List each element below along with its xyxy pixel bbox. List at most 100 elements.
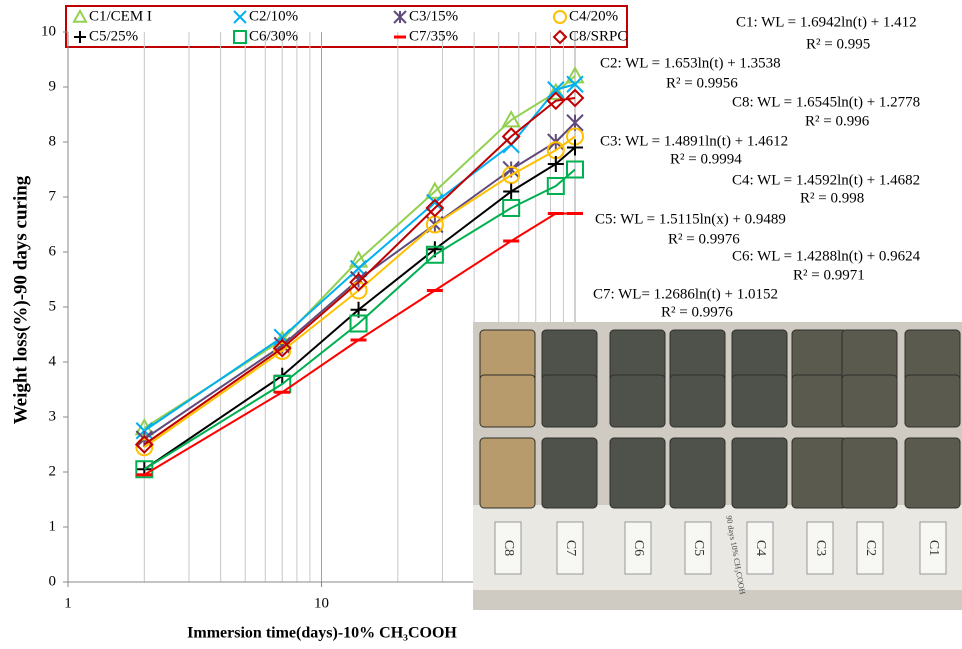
- legend-marker: [233, 30, 247, 44]
- legend-label: C2/10%: [249, 8, 298, 24]
- legend-label: C3/15%: [409, 8, 458, 24]
- marker: [349, 314, 368, 333]
- photo-tag: [806, 521, 834, 575]
- y-tick-label: 1: [49, 518, 57, 534]
- marker: [565, 65, 585, 84]
- y-tick-label: 7: [49, 188, 57, 204]
- y-tick-label: 8: [49, 133, 57, 149]
- legend-marker: [72, 8, 88, 23]
- marker: [135, 438, 154, 457]
- y-tick-label: 4: [49, 353, 57, 369]
- marker: [502, 166, 521, 184]
- y-tick-label: 9: [49, 78, 57, 94]
- trend-r2: R² = 0.9976: [668, 231, 740, 247]
- trend-r2: R² = 0.995: [806, 36, 870, 52]
- marker: [546, 82, 566, 100]
- trend-equation: C2: WL = 1.653ln(t) + 1.3538: [600, 55, 781, 71]
- marker: [349, 272, 368, 292]
- x-tick-label: 10: [314, 595, 329, 611]
- legend-marker: [553, 10, 567, 24]
- cube: [841, 437, 898, 509]
- cube: [904, 329, 961, 383]
- series-line: [143, 168, 576, 471]
- cube: [479, 329, 536, 383]
- cube: [669, 437, 726, 509]
- cube: [841, 329, 898, 383]
- marker: [547, 156, 564, 172]
- marker: [566, 75, 584, 93]
- cube: [791, 329, 848, 383]
- legend-label: C1/CEM I: [89, 8, 152, 24]
- marker: [425, 198, 445, 218]
- marker: [547, 81, 565, 99]
- photo-tag: [556, 521, 584, 575]
- y-tick-label: 2: [49, 463, 57, 479]
- trend-equation: C4: WL = 1.4592ln(t) + 1.4682: [732, 172, 920, 188]
- y-tick-label: 10: [41, 23, 56, 39]
- cube: [904, 437, 961, 509]
- photo-tag: [919, 521, 947, 575]
- marker: [425, 245, 444, 264]
- marker: [546, 177, 565, 195]
- legend-marker: [233, 10, 247, 24]
- marker: [501, 127, 521, 146]
- y-axis-title: Weight loss(%)-90 days curing: [10, 175, 31, 424]
- marker: [565, 88, 585, 108]
- cube: [609, 374, 666, 428]
- cube: [791, 437, 848, 509]
- photo-tag: [856, 521, 884, 575]
- legend-marker: [393, 10, 407, 24]
- x-axis-title: Immersion time(days)-10% CH₃COOH: [187, 625, 457, 642]
- trend-r2: R² = 0.9994: [670, 151, 742, 167]
- y-tick-label: 3: [49, 408, 57, 424]
- photo-label: C2: [863, 540, 878, 556]
- cube: [669, 329, 726, 383]
- legend-marker: [552, 29, 568, 45]
- marker: [567, 139, 583, 156]
- marker: [501, 109, 521, 128]
- photo-label: C1: [926, 540, 941, 556]
- cube: [669, 374, 726, 428]
- photo-label: C7: [563, 540, 578, 556]
- y-tick-label: 5: [49, 298, 57, 314]
- legend-label: C4/20%: [569, 8, 618, 24]
- photo-label: C5: [691, 540, 706, 556]
- cube: [791, 374, 848, 428]
- cube: [731, 329, 788, 383]
- trend-r2: R² = 0.9956: [666, 75, 738, 91]
- legend-label: C8/SRPC: [569, 28, 627, 44]
- y-tick-label: 6: [49, 243, 57, 259]
- marker: [502, 199, 521, 217]
- x-tick-label: 1: [64, 595, 72, 611]
- marker: [134, 435, 154, 454]
- trend-r2: R² = 0.998: [800, 190, 864, 206]
- marker: [425, 181, 445, 199]
- marker: [272, 338, 292, 358]
- cube: [479, 374, 536, 428]
- photo-tag: [684, 521, 712, 575]
- legend-marker: [74, 31, 86, 43]
- cube: [541, 437, 598, 509]
- legend-label: C6/30%: [249, 28, 298, 44]
- series-line: [143, 97, 576, 446]
- trend-equation: C8: WL = 1.6545ln(t) + 1.2778: [732, 94, 920, 110]
- trend-equation: C6: WL = 1.4288ln(t) + 0.9624: [732, 248, 921, 264]
- trend-r2: R² = 0.9971: [793, 267, 865, 283]
- cube: [731, 374, 788, 428]
- cube: [479, 437, 536, 509]
- photo-tag: [746, 521, 774, 575]
- marker: [348, 250, 369, 268]
- series-line: [143, 135, 576, 449]
- photo-tag: [494, 521, 522, 575]
- cube: [841, 374, 898, 428]
- cube: [609, 329, 666, 383]
- cube: [541, 329, 598, 383]
- trend-equation: C1: WL = 1.6942ln(t) + 1.412: [736, 14, 917, 30]
- trend-r2: R² = 0.9976: [661, 304, 733, 320]
- photo-label: C3: [813, 540, 828, 556]
- photo-paper: [473, 505, 962, 590]
- trend-r2: R² = 0.996: [805, 113, 870, 129]
- trend-equation: C3: WL = 1.4891ln(t) + 1.4612: [600, 133, 788, 149]
